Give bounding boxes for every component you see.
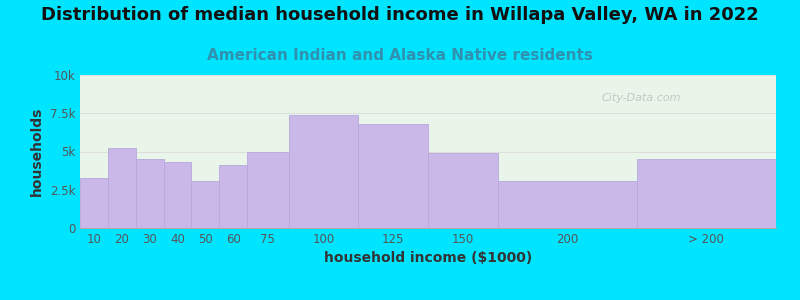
Bar [637,159,776,228]
Bar [163,162,191,228]
Text: City-Data.com: City-Data.com [602,93,682,103]
Bar [219,165,247,228]
Bar [80,178,108,228]
Text: American Indian and Alaska Native residents: American Indian and Alaska Native reside… [207,48,593,63]
Bar [358,124,428,228]
Text: Distribution of median household income in Willapa Valley, WA in 2022: Distribution of median household income … [41,6,759,24]
Bar [289,115,358,228]
Bar [498,181,637,228]
X-axis label: household income ($1000): household income ($1000) [324,251,532,266]
Bar [428,153,498,228]
Bar [108,148,136,228]
Y-axis label: households: households [30,107,44,196]
Bar [136,159,163,228]
Bar [247,152,289,228]
Bar [191,181,219,228]
